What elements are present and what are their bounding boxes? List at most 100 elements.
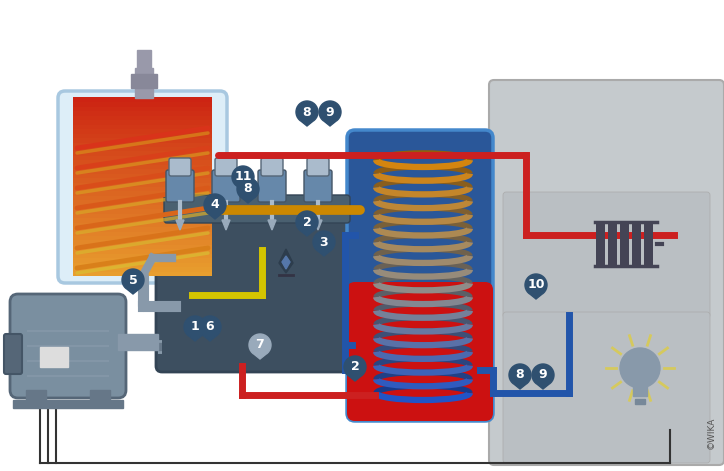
Circle shape [509,364,531,386]
Bar [608,222,617,266]
Bar [73,204,212,209]
Text: 8: 8 [244,182,252,195]
Circle shape [620,348,660,388]
Bar [118,334,158,350]
Polygon shape [531,295,541,299]
Bar [73,270,212,276]
Text: 10: 10 [527,278,544,292]
Text: 2: 2 [350,360,359,374]
Circle shape [249,334,271,356]
FancyBboxPatch shape [307,158,329,176]
Circle shape [204,194,226,216]
Bar [73,221,212,227]
Bar [73,155,212,160]
Circle shape [296,211,318,233]
Text: 8: 8 [303,106,311,119]
Text: 8: 8 [515,368,524,382]
Text: 7: 7 [256,339,264,351]
Polygon shape [282,256,290,269]
Polygon shape [255,355,265,359]
Bar [73,239,212,245]
Circle shape [525,274,547,296]
Bar [620,222,629,266]
Circle shape [344,356,366,378]
FancyBboxPatch shape [10,294,126,398]
Polygon shape [190,337,200,341]
Bar [73,195,212,200]
FancyBboxPatch shape [261,158,283,176]
Text: 11: 11 [235,171,252,184]
Text: 6: 6 [206,320,214,333]
Text: ©WIKA: ©WIKA [707,417,716,449]
Text: 9: 9 [326,106,334,119]
Bar [635,399,645,404]
Text: 3: 3 [320,236,328,249]
Bar [73,181,212,187]
Polygon shape [176,220,184,230]
Text: 5: 5 [129,274,138,286]
Circle shape [532,364,554,386]
FancyBboxPatch shape [347,130,493,421]
Circle shape [199,316,221,338]
Polygon shape [238,187,248,191]
Bar [73,119,212,125]
Polygon shape [350,377,360,381]
Bar [73,226,212,232]
Bar [73,199,212,205]
Bar [73,128,212,134]
Bar [73,137,212,143]
Bar [135,68,153,98]
Bar [73,190,212,196]
FancyBboxPatch shape [58,91,227,283]
Bar [73,235,212,240]
Bar [73,115,212,120]
Bar [73,159,212,165]
FancyBboxPatch shape [215,158,237,176]
Bar [73,257,212,263]
FancyBboxPatch shape [212,170,240,202]
Bar [633,386,647,396]
Bar [131,74,157,88]
Polygon shape [210,215,220,219]
Circle shape [232,166,254,188]
Bar [40,347,68,367]
FancyBboxPatch shape [503,192,710,318]
Polygon shape [222,220,230,230]
Bar [644,222,653,266]
Polygon shape [325,122,335,126]
Polygon shape [268,220,276,230]
Bar [73,150,212,156]
Bar [137,50,151,70]
Bar [26,390,46,400]
Bar [90,390,110,400]
FancyBboxPatch shape [169,158,191,176]
Bar [13,400,123,408]
Polygon shape [128,290,138,294]
Circle shape [184,316,206,338]
Polygon shape [515,385,525,389]
FancyBboxPatch shape [304,170,332,202]
Circle shape [237,178,259,200]
Polygon shape [302,122,312,126]
Text: 4: 4 [211,198,219,211]
Polygon shape [302,232,312,236]
Circle shape [296,101,318,123]
FancyBboxPatch shape [156,212,358,372]
Text: 2: 2 [303,216,311,228]
Polygon shape [205,337,215,341]
Bar [73,213,212,218]
Polygon shape [319,252,329,256]
Bar [73,164,212,169]
Bar [73,124,212,129]
Bar [73,168,212,174]
Bar [73,186,212,191]
Circle shape [313,231,335,253]
Text: 1: 1 [190,320,199,333]
Bar [73,208,212,214]
Polygon shape [279,249,293,273]
Polygon shape [538,385,548,389]
Bar [73,110,212,116]
Bar [73,101,212,107]
Bar [73,244,212,249]
Bar [596,222,605,266]
